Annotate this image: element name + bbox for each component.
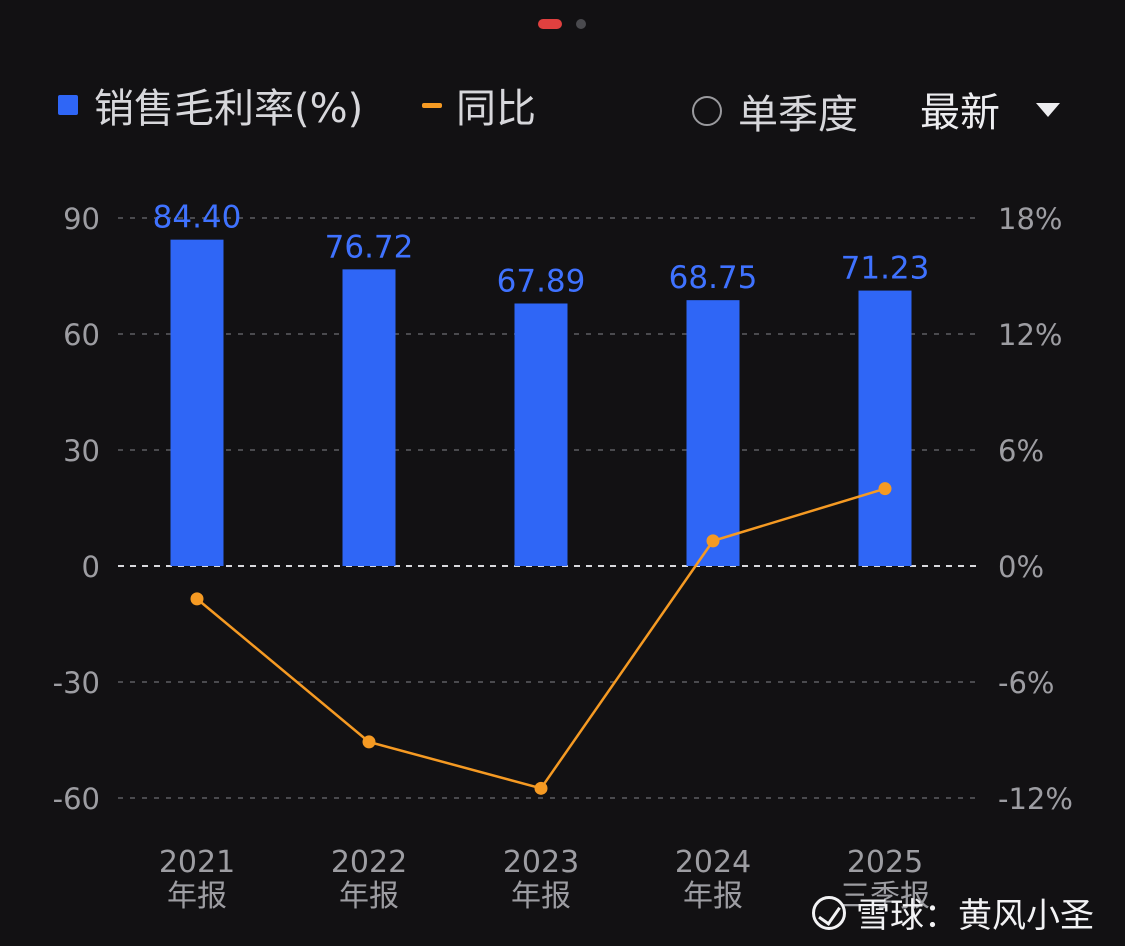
period-dropdown[interactable]: 最新 [920, 80, 1060, 138]
legend-yoy[interactable]: 同比 [422, 76, 536, 134]
dropdown-arrow-icon[interactable] [1036, 103, 1060, 117]
bar-value-label: 71.23 [841, 251, 930, 287]
y-left-tick-label: -60 [53, 782, 100, 816]
y-left-tick-label: 30 [63, 434, 100, 468]
y-left-tick-label: 0 [82, 550, 100, 584]
watermark-text: 雪球：黄风小圣 [856, 896, 1094, 936]
y-left-tick-label: 60 [63, 318, 100, 352]
y-left-tick-label: 90 [63, 202, 100, 236]
legend-gross-margin-label: 销售毛利率(%) [94, 86, 364, 132]
yoy-point [534, 781, 548, 795]
y-left-tick-label: -30 [53, 666, 100, 700]
page-dot[interactable] [576, 19, 586, 29]
y-right-tick-label: -6% [998, 666, 1054, 700]
bar [686, 300, 740, 566]
single-quarter-label: 单季度 [738, 92, 858, 138]
bar [514, 303, 568, 566]
legend-yoy-label: 同比 [456, 86, 536, 132]
yoy-point [706, 534, 720, 548]
x-tick-label-year: 2021 [159, 845, 235, 880]
page-dot-active[interactable] [538, 19, 562, 29]
y-right-tick-label: 6% [998, 434, 1044, 468]
y-right-tick-label: 12% [998, 318, 1062, 352]
bar-value-label: 67.89 [497, 263, 586, 299]
y-right-tick-label: -12% [998, 782, 1073, 816]
x-tick-label-year: 2024 [675, 845, 751, 880]
legend-gross-margin[interactable]: 销售毛利率(%) [58, 76, 363, 134]
yoy-point [362, 735, 376, 749]
bar-value-label: 76.72 [325, 229, 414, 265]
x-tick-label-period: 年报 [511, 879, 571, 914]
yoy-point [878, 482, 892, 496]
bar-value-label: 84.40 [153, 200, 242, 236]
period-dropdown-value: 最新 [920, 90, 1000, 136]
bar [170, 239, 224, 567]
xueqiu-logo-icon [812, 895, 846, 930]
x-tick-label-year: 2022 [331, 845, 407, 880]
y-right-tick-label: 0% [998, 550, 1044, 584]
watermark: 雪球：黄风小圣 [812, 888, 1094, 937]
x-tick-label-period: 年报 [683, 879, 743, 914]
x-tick-label-year: 2025 [847, 845, 923, 880]
bar-value-label: 68.75 [669, 260, 758, 296]
line-swatch-icon [422, 102, 442, 108]
radio-circle-icon[interactable] [692, 96, 722, 126]
bar-swatch-icon [58, 95, 78, 115]
single-quarter-toggle[interactable]: 单季度 [692, 82, 858, 140]
x-tick-label-period: 年报 [167, 879, 227, 914]
x-tick-label-period: 年报 [339, 879, 399, 914]
yoy-point [190, 592, 204, 606]
x-tick-label-period: 三季报 [840, 879, 930, 914]
page-indicator[interactable] [538, 19, 586, 29]
bar [858, 290, 912, 566]
chart-legend: 销售毛利率(%) 同比 单季度 最新 [58, 76, 1075, 138]
x-tick-label-year: 2023 [503, 845, 579, 880]
bar [342, 269, 396, 566]
y-right-tick-label: 18% [998, 202, 1062, 236]
